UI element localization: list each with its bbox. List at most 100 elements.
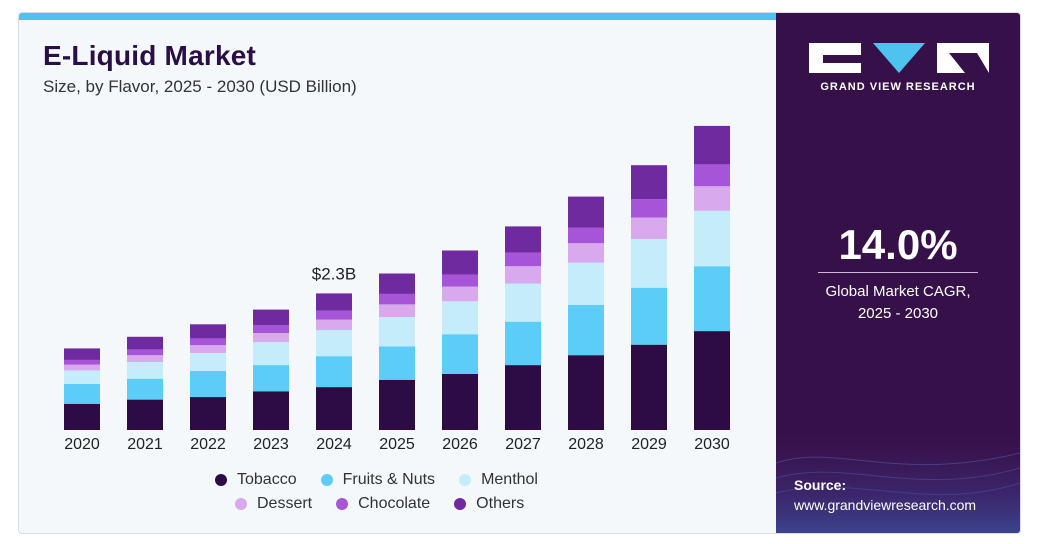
accent-bar <box>19 13 776 20</box>
bar-segment-2023-chocolate <box>253 325 289 334</box>
x-tick-label-2023: 2023 <box>253 436 289 453</box>
x-tick-label-2024: 2024 <box>316 436 352 453</box>
bar-segment-2029-fruits-nuts <box>631 287 667 345</box>
bar-segment-2023-fruits-nuts <box>253 365 289 392</box>
bar-segment-2021-menthol <box>127 362 163 379</box>
bar-segment-2020-others <box>64 348 100 360</box>
x-tick-label-2030: 2030 <box>694 436 730 453</box>
bar-segment-2020-menthol <box>64 370 100 384</box>
bar-segment-2023-tobacco <box>253 391 289 430</box>
bar-segment-2030-tobacco <box>694 331 730 430</box>
cagr-label-line2: 2025 - 2030 <box>857 305 939 322</box>
bar-segment-2024-dessert <box>316 319 352 331</box>
bar-segment-2024-others <box>316 293 352 311</box>
bar-segment-2027-dessert <box>505 266 541 284</box>
value-annotation-2024: $2.3B <box>312 264 356 283</box>
bar-segment-2020-fruits-nuts <box>64 383 100 404</box>
legend-label: Menthol <box>481 471 538 488</box>
bar-segment-2024-menthol <box>316 330 352 357</box>
bar-segment-2022-menthol <box>190 353 226 371</box>
x-tick-label-2028: 2028 <box>568 436 604 453</box>
bar-segment-2025-menthol <box>379 317 415 347</box>
bar-segment-2025-others <box>379 273 415 294</box>
bar-segment-2028-menthol <box>568 262 604 305</box>
bar-segment-2021-dessert <box>127 355 163 362</box>
grand-view-research-logo <box>809 43 989 73</box>
legend-label: Tobacco <box>237 471 297 488</box>
logo-text: GRAND VIEW RESEARCH <box>820 81 976 93</box>
legend-row: Dessert Chocolate Others <box>235 493 548 515</box>
bar-segment-2023-dessert <box>253 333 289 343</box>
bar-segment-2022-others <box>190 324 226 339</box>
bar-segment-2024-fruits-nuts <box>316 356 352 388</box>
bar-segment-2021-chocolate <box>127 349 163 356</box>
bar-segment-2030-chocolate <box>694 164 730 187</box>
cagr-value: 14.0% <box>838 221 958 268</box>
bar-segment-2025-tobacco <box>379 379 415 430</box>
bar-segment-2026-fruits-nuts <box>442 334 478 374</box>
bar-segment-2026-dessert <box>442 286 478 302</box>
bar-segment-2025-dessert <box>379 304 415 317</box>
legend-item-tobacco: Tobacco <box>215 471 297 489</box>
bar-segment-2030-fruits-nuts <box>694 266 730 332</box>
bar-segment-2022-tobacco <box>190 397 226 430</box>
bar-segment-2023-menthol <box>253 342 289 366</box>
legend-item-others: Others <box>454 495 524 513</box>
bar-segment-2028-fruits-nuts <box>568 304 604 356</box>
bar-segment-2025-chocolate <box>379 293 415 305</box>
bar-segment-2021-others <box>127 336 163 350</box>
chart-title: E-Liquid Market <box>43 40 257 71</box>
source-label: Source: <box>794 477 847 493</box>
legend-label: Dessert <box>257 495 313 512</box>
bar-segment-2027-chocolate <box>505 252 541 267</box>
bar-segment-2028-dessert <box>568 243 604 263</box>
bar-segment-2027-tobacco <box>505 365 541 430</box>
legend-swatch <box>235 498 247 510</box>
legend-swatch <box>459 474 472 486</box>
bar-segment-2029-dessert <box>631 217 667 239</box>
bar-segment-2020-chocolate <box>64 359 100 365</box>
bar-segment-2024-tobacco <box>316 387 352 430</box>
x-tick-label-2020: 2020 <box>64 436 100 453</box>
bar-segment-2027-others <box>505 226 541 253</box>
legend-item-fruits-nuts: Fruits & Nuts <box>320 471 436 489</box>
bar-segment-2025-fruits-nuts <box>379 346 415 380</box>
legend-swatch <box>454 498 467 510</box>
x-tick-label-2027: 2027 <box>505 436 541 453</box>
bar-segment-2020-tobacco <box>64 403 100 430</box>
bar-segment-2029-tobacco <box>631 344 667 430</box>
stacked-bar-chart: 2020 2021 2022 2023 2024 $2.3B 2025 2026 2027 202… <box>64 125 730 453</box>
source-link[interactable]: www.grandviewresearch.com <box>794 497 977 513</box>
bar-segment-2022-fruits-nuts <box>190 370 226 398</box>
legend-label: Chocolate <box>358 495 431 512</box>
legend-item-menthol: Menthol <box>459 471 538 489</box>
bar-segment-2026-others <box>442 250 478 275</box>
bar-segment-2021-fruits-nuts <box>127 378 163 400</box>
legend-swatch <box>336 498 349 510</box>
bar-segment-2028-others <box>568 196 604 228</box>
bar-segment-2026-menthol <box>442 301 478 335</box>
x-tick-label-2021: 2021 <box>127 436 163 453</box>
bar-segment-2028-tobacco <box>568 355 604 430</box>
legend-label: Others <box>476 495 525 512</box>
bar-segment-2029-chocolate <box>631 199 667 218</box>
legend-label: Fruits & Nuts <box>342 471 436 488</box>
legend-swatch <box>320 474 333 486</box>
bar-segment-2029-menthol <box>631 239 667 288</box>
decorative-wave <box>776 433 1020 533</box>
legend-row: Tobacco Fruits & Nuts Menthol <box>215 469 562 491</box>
cagr-label: Global Market CAGR, 2025 - 2030 <box>776 281 1020 325</box>
bar-segment-2024-chocolate <box>316 310 352 320</box>
bar-segment-2027-menthol <box>505 283 541 322</box>
bar-segment-2028-chocolate <box>568 227 604 244</box>
chart-subtitle: Size, by Flavor, 2025 - 2030 (USD Billio… <box>43 77 357 96</box>
legend-item-chocolate: Chocolate <box>336 495 430 513</box>
legend-item-dessert: Dessert <box>235 495 312 513</box>
bar-segment-2023-others <box>253 309 289 326</box>
x-tick-label-2026: 2026 <box>442 436 478 453</box>
x-tick-label-2022: 2022 <box>190 436 226 453</box>
bar-segment-2030-others <box>694 125 730 165</box>
cagr-label-line1: Global Market CAGR, <box>825 283 971 300</box>
cagr-divider <box>818 272 978 273</box>
infographic-card: E-Liquid Market Size, by Flavor, 2025 - … <box>18 12 1021 534</box>
